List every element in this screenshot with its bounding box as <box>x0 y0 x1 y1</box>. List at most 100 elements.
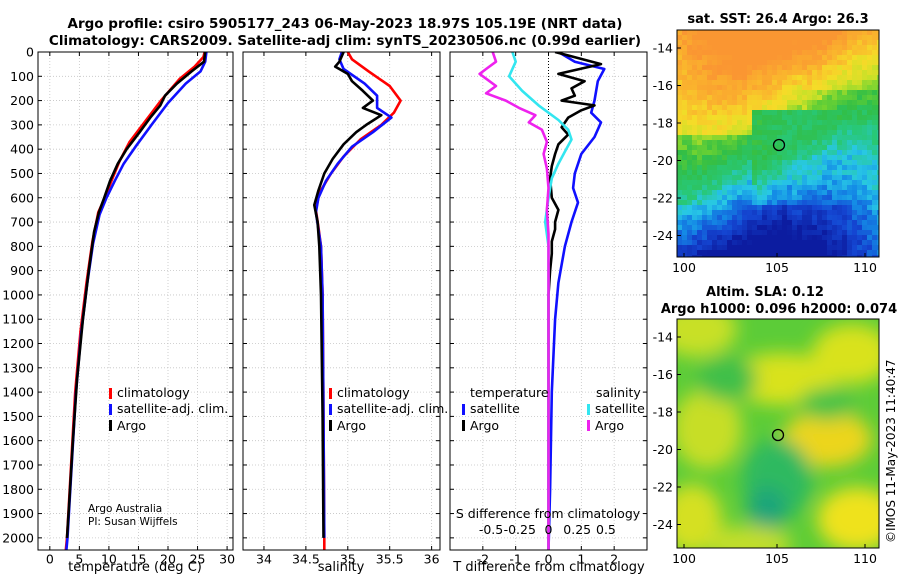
sst-cell <box>862 115 868 121</box>
sst-cell <box>817 95 823 101</box>
sst-cell <box>852 75 858 81</box>
sst-cell <box>752 30 758 36</box>
sst-cell <box>802 115 808 121</box>
sst-cell <box>682 165 688 171</box>
sst-cell <box>702 75 708 81</box>
sst-cell <box>747 125 753 131</box>
sst-cell <box>747 70 753 76</box>
sst-cell <box>732 245 738 251</box>
x-tick-label: 0 <box>545 552 553 567</box>
sst-cell <box>712 80 718 86</box>
sst-cell <box>772 30 778 36</box>
sst-cell <box>722 160 728 166</box>
sst-cell <box>797 175 803 181</box>
sst-cell <box>747 175 753 181</box>
sst-cell <box>797 180 803 186</box>
sst-cell <box>692 155 698 161</box>
sst-cell <box>852 140 858 146</box>
sst-cell <box>807 160 813 166</box>
lat-tick-label: -20 <box>653 442 673 457</box>
sst-cell <box>877 165 880 171</box>
sst-cell <box>817 210 823 216</box>
sst-cell <box>857 125 863 131</box>
sst-cell <box>752 165 758 171</box>
sst-cell <box>687 65 693 71</box>
sst-cell <box>787 175 793 181</box>
sst-cell <box>862 245 868 251</box>
sst-cell <box>792 235 798 241</box>
sst-cell <box>677 130 683 136</box>
sst-cell <box>812 200 818 206</box>
sst-cell <box>707 130 713 136</box>
sst-cell <box>807 230 813 236</box>
sst-cell <box>762 180 768 186</box>
sst-cell <box>772 50 778 56</box>
sst-cell <box>872 70 878 76</box>
sst-cell <box>687 70 693 76</box>
sst-cell <box>692 165 698 171</box>
sst-cell <box>852 125 858 131</box>
sst-cell <box>752 70 758 76</box>
sst-cell <box>732 85 738 91</box>
sst-cell <box>707 90 713 96</box>
sst-cell <box>787 65 793 71</box>
sst-cell <box>712 230 718 236</box>
sst-cell <box>797 35 803 41</box>
sst-cell <box>737 155 743 161</box>
sst-cell <box>712 210 718 216</box>
sst-cell <box>707 85 713 91</box>
sst-cell <box>742 205 748 211</box>
sst-cell <box>782 200 788 206</box>
sla-map-frame <box>676 318 880 549</box>
sst-cell <box>712 90 718 96</box>
sst-cell <box>862 30 868 36</box>
sst-cell <box>862 60 868 66</box>
sst-cell <box>872 210 878 216</box>
sst-cell <box>677 175 683 181</box>
sst-cell <box>777 235 783 241</box>
sst-cell <box>762 115 768 121</box>
sst-cell <box>797 115 803 121</box>
sst-cell <box>767 35 773 41</box>
sst-cell <box>832 185 838 191</box>
sst-cell <box>787 215 793 221</box>
sst-cell <box>742 90 748 96</box>
sst-cell <box>877 160 880 166</box>
sst-cell <box>697 75 703 81</box>
sst-cell <box>722 180 728 186</box>
sst-cell <box>857 240 863 246</box>
sst-cell <box>807 65 813 71</box>
sst-cell <box>777 215 783 221</box>
sst-cell <box>687 215 693 221</box>
sst-cell <box>732 140 738 146</box>
sst-cell <box>772 215 778 221</box>
sst-cell <box>742 125 748 131</box>
sst-cell <box>812 55 818 61</box>
sst-cell <box>787 180 793 186</box>
sst-cell <box>762 185 768 191</box>
sst-cell <box>692 100 698 106</box>
sst-cell <box>677 240 683 246</box>
sst-cell <box>777 150 783 156</box>
sst-cell <box>692 250 698 256</box>
sst-cell <box>777 200 783 206</box>
sst-cell <box>772 85 778 91</box>
sst-cell <box>817 70 823 76</box>
sst-cell <box>762 70 768 76</box>
x-tick-label: 0 <box>46 552 54 567</box>
sst-cell <box>792 145 798 151</box>
sst-cell <box>867 60 873 66</box>
salinity-axes-frame <box>242 51 441 551</box>
sst-cell <box>692 175 698 181</box>
sst-cell <box>717 110 723 116</box>
sst-cell <box>682 85 688 91</box>
sst-cell <box>767 215 773 221</box>
sst-cell <box>862 210 868 216</box>
sst-cell <box>812 255 818 258</box>
salinity-xlabel: salinity <box>318 560 365 575</box>
sst-cell <box>737 125 743 131</box>
sst-cell <box>767 170 773 176</box>
sst-cell <box>717 230 723 236</box>
sst-cell <box>847 200 853 206</box>
sst-cell <box>812 240 818 246</box>
